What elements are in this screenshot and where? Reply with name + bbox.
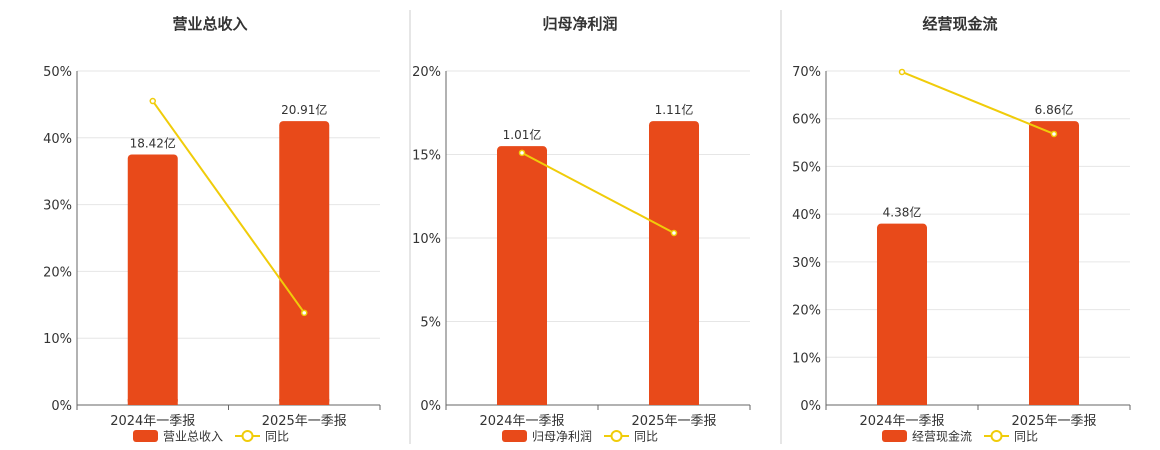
bar bbox=[877, 223, 927, 405]
bar-base bbox=[1029, 399, 1079, 405]
bar bbox=[279, 121, 330, 405]
bar-base bbox=[497, 399, 547, 405]
bar-data-label: 18.42亿 bbox=[130, 136, 176, 151]
x-tick-label: 2025年一季报 bbox=[262, 414, 347, 429]
chart-title-0: 营业总收入 bbox=[172, 15, 247, 33]
bar bbox=[497, 146, 547, 405]
bar-base bbox=[649, 399, 699, 405]
y-tick-label: 10% bbox=[43, 332, 72, 347]
x-tick-label: 2025年一季报 bbox=[631, 414, 716, 429]
y-tick-label: 15% bbox=[412, 149, 441, 164]
bar bbox=[127, 154, 178, 405]
y-tick-label: 60% bbox=[792, 113, 821, 128]
bar bbox=[1029, 121, 1079, 405]
y-tick-label: 50% bbox=[43, 65, 72, 80]
legend-bar-swatch bbox=[133, 430, 158, 442]
line-point bbox=[1050, 130, 1058, 138]
x-tick-label: 2025年一季报 bbox=[1011, 414, 1096, 429]
line-point bbox=[670, 229, 678, 237]
y-tick-label: 20% bbox=[792, 304, 821, 319]
legend-bar-swatch bbox=[502, 430, 527, 442]
bar-base bbox=[279, 399, 330, 405]
line-point bbox=[898, 68, 906, 76]
x-tick-label: 2024年一季报 bbox=[110, 414, 195, 429]
chart-title-1: 归母净利润 bbox=[542, 15, 617, 33]
legend-label-line: 同比 bbox=[1014, 430, 1038, 444]
line-series bbox=[901, 71, 1055, 135]
y-tick-label: 30% bbox=[43, 199, 72, 214]
bar-data-label: 20.91亿 bbox=[281, 102, 327, 117]
legend-line-marker bbox=[241, 430, 254, 442]
legend-bar-swatch bbox=[882, 430, 907, 442]
line-point bbox=[149, 97, 156, 105]
line-series bbox=[151, 100, 306, 314]
legend-line-marker bbox=[990, 430, 1003, 442]
legend-label-line: 同比 bbox=[634, 430, 658, 444]
bar-data-label: 1.01亿 bbox=[503, 127, 542, 142]
bar-data-label: 1.11亿 bbox=[655, 102, 694, 117]
legend-label-line: 同比 bbox=[265, 430, 289, 444]
line-series bbox=[521, 151, 675, 234]
y-tick-label: 20% bbox=[412, 65, 441, 80]
line-point bbox=[301, 309, 308, 317]
y-tick-label: 30% bbox=[792, 256, 821, 271]
bar-base bbox=[877, 399, 927, 405]
chart-title-2: 经营现金流 bbox=[922, 15, 997, 33]
y-tick-label: 0% bbox=[420, 399, 441, 414]
line-point bbox=[518, 149, 526, 157]
legend-label-bar: 归母净利润 bbox=[532, 430, 592, 444]
bar bbox=[649, 121, 699, 405]
bar-base bbox=[127, 399, 178, 405]
y-tick-label: 40% bbox=[43, 132, 72, 147]
bar-data-label: 6.86亿 bbox=[1035, 102, 1074, 117]
y-tick-label: 10% bbox=[412, 232, 441, 247]
y-tick-label: 0% bbox=[51, 399, 72, 414]
y-tick-label: 20% bbox=[43, 265, 72, 280]
x-tick-label: 2024年一季报 bbox=[859, 414, 944, 429]
y-tick-label: 10% bbox=[792, 351, 821, 366]
y-tick-label: 5% bbox=[420, 316, 441, 331]
y-tick-label: 40% bbox=[792, 208, 821, 223]
y-tick-label: 50% bbox=[792, 160, 821, 175]
bar-data-label: 4.38亿 bbox=[883, 205, 922, 220]
y-tick-label: 0% bbox=[800, 399, 821, 414]
legend-line-marker bbox=[610, 430, 623, 442]
y-tick-label: 70% bbox=[792, 65, 821, 80]
legend-label-bar: 营业总收入 bbox=[163, 430, 223, 444]
x-tick-label: 2024年一季报 bbox=[479, 414, 564, 429]
legend-label-bar: 经营现金流 bbox=[912, 429, 972, 444]
